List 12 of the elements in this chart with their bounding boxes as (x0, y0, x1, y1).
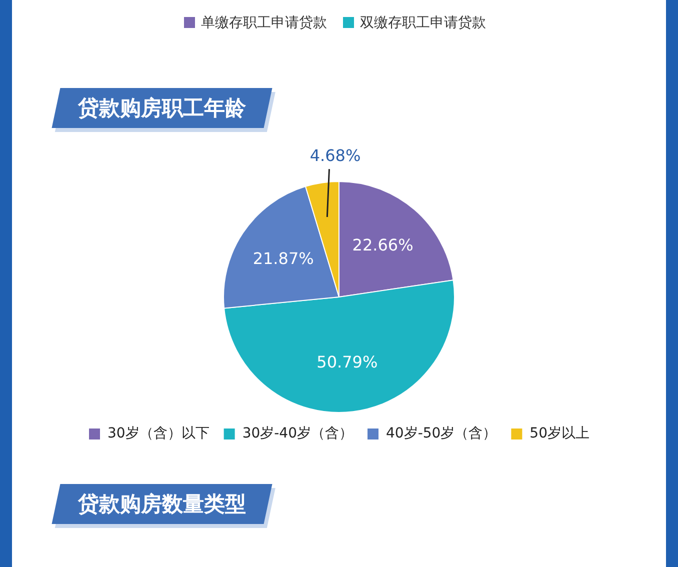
legend-label: 40岁-50岁（含） (386, 426, 497, 442)
text: 贷款购房数量类型 (78, 491, 246, 518)
legend-label: 50岁以上 (530, 426, 590, 442)
legend-label: 30岁-40岁（含） (242, 426, 354, 442)
text: 单缴存职工申请贷款 (201, 15, 327, 31)
data-label: 21.87% (252, 248, 314, 268)
text: 双缴存职工申请贷款 (360, 15, 486, 31)
data-label: 22.66% (352, 235, 414, 254)
chart-title: 贷款购房职工年龄 (78, 95, 246, 122)
legend-label: 30岁（含）以下 (108, 426, 210, 442)
data-label: 4.68% (310, 146, 361, 166)
data-label: 50.79% (316, 352, 378, 372)
